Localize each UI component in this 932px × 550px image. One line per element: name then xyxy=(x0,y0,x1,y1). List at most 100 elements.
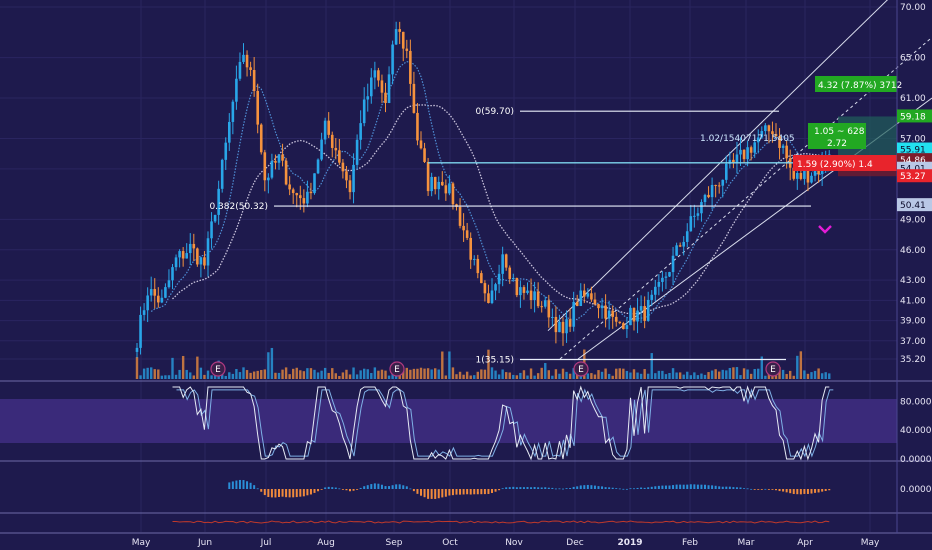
volume-bar xyxy=(448,351,451,379)
macd-bar xyxy=(526,487,529,489)
ma-fast-line xyxy=(150,61,830,321)
macd-bar xyxy=(540,487,543,489)
candle-body xyxy=(494,284,497,291)
volume-bar xyxy=(423,368,426,379)
volume-bar xyxy=(174,374,178,379)
macd-bar xyxy=(558,488,561,490)
time-axis: May Jun Jul Aug Sep Oct Nov Dec 2019 Feb Mar Apr May xyxy=(132,538,880,548)
macd-bar xyxy=(480,489,483,495)
candle-body xyxy=(160,297,164,303)
candle-body xyxy=(316,159,320,174)
volume-bar xyxy=(806,373,810,379)
candle-body xyxy=(267,177,270,181)
candle-body xyxy=(252,69,256,91)
earnings-label: E xyxy=(770,365,776,375)
candle-body xyxy=(689,216,693,232)
price-badge-label: 50.41 xyxy=(900,201,926,211)
candle-body xyxy=(164,287,167,298)
volume-bar xyxy=(331,368,334,379)
candle-body xyxy=(749,147,753,153)
macd-bar xyxy=(338,488,341,490)
volume-bar xyxy=(238,372,242,379)
macd-bar xyxy=(689,484,692,489)
macd-bar xyxy=(427,489,430,499)
macd-bar xyxy=(327,486,330,489)
macd-bar xyxy=(519,487,522,489)
price-badge-label: 53.27 xyxy=(900,172,926,182)
volume-bar xyxy=(781,369,785,379)
volume-bar xyxy=(739,375,742,379)
volume-bar xyxy=(512,374,515,379)
volume-bar xyxy=(792,375,795,379)
volume-bar xyxy=(345,369,348,379)
volume-bar xyxy=(796,355,799,379)
volume-bar xyxy=(352,367,355,379)
macd-bar xyxy=(679,484,682,489)
volume-bar xyxy=(338,375,341,379)
volume-bar xyxy=(572,368,575,379)
volume-bar xyxy=(221,372,224,379)
volume-bar xyxy=(355,374,359,379)
macd-bar xyxy=(430,489,433,499)
macd-bar xyxy=(764,488,767,490)
macd-bar xyxy=(725,486,728,489)
candle-body xyxy=(139,314,142,348)
volume-bar xyxy=(828,373,831,379)
volume-bar xyxy=(160,375,164,379)
candle-body xyxy=(565,319,568,334)
macd-bar xyxy=(515,487,518,489)
volume-bar xyxy=(746,369,749,379)
candle-body xyxy=(575,301,579,307)
volume-bar xyxy=(245,370,249,379)
macd-bar xyxy=(686,484,689,489)
candle-body xyxy=(614,316,618,322)
price-tick-label: 57.00 xyxy=(900,134,926,144)
macd-bar xyxy=(700,484,703,489)
macd-bar xyxy=(583,485,586,489)
candle-body xyxy=(725,163,728,180)
volume-bar xyxy=(228,372,231,379)
volume-bar xyxy=(686,371,689,379)
volume-bar xyxy=(249,372,252,379)
candle-body xyxy=(391,44,394,75)
volume-bar xyxy=(171,357,174,379)
volume-bar xyxy=(451,367,455,379)
macd-bar xyxy=(643,487,646,489)
position-tool[interactable]: 4.32 (7.87%) 3712 1.05 ~ 628 2.72 1.59 (2.9… xyxy=(700,76,902,177)
macd-bar xyxy=(547,487,550,489)
fib-level-label: 1(35.15) xyxy=(475,356,514,366)
volume-bar xyxy=(664,374,668,379)
candle-body xyxy=(611,310,614,317)
volume-bar xyxy=(480,369,483,379)
volume-bar xyxy=(153,369,156,379)
macd-bar xyxy=(267,489,270,497)
volume-bar xyxy=(299,370,302,379)
earnings-label: E xyxy=(394,365,400,375)
macd-bar xyxy=(412,489,415,492)
candle-body xyxy=(742,149,746,160)
macd-bar xyxy=(352,489,355,491)
volume-bar xyxy=(742,368,746,379)
macd-bar xyxy=(650,486,653,489)
candle-body xyxy=(217,188,220,215)
macd-bar xyxy=(501,488,504,490)
volume-bar xyxy=(501,369,504,379)
candle-body xyxy=(370,77,373,97)
candle-body xyxy=(373,70,377,78)
volume-bar xyxy=(611,375,614,379)
volume-bar xyxy=(309,368,313,379)
volume-bar xyxy=(519,372,522,379)
volume-bar xyxy=(384,370,387,379)
candle-body xyxy=(650,294,654,300)
macd-bar xyxy=(459,489,462,495)
candle-body xyxy=(607,310,611,319)
volume-bar xyxy=(671,368,675,379)
candle-body xyxy=(593,299,597,305)
volume-bar xyxy=(604,368,607,379)
volume-bar xyxy=(263,369,266,379)
macd-bar xyxy=(398,484,401,489)
volume-bar xyxy=(735,367,739,379)
volume-bar xyxy=(377,370,380,379)
macd-bar xyxy=(377,483,380,489)
